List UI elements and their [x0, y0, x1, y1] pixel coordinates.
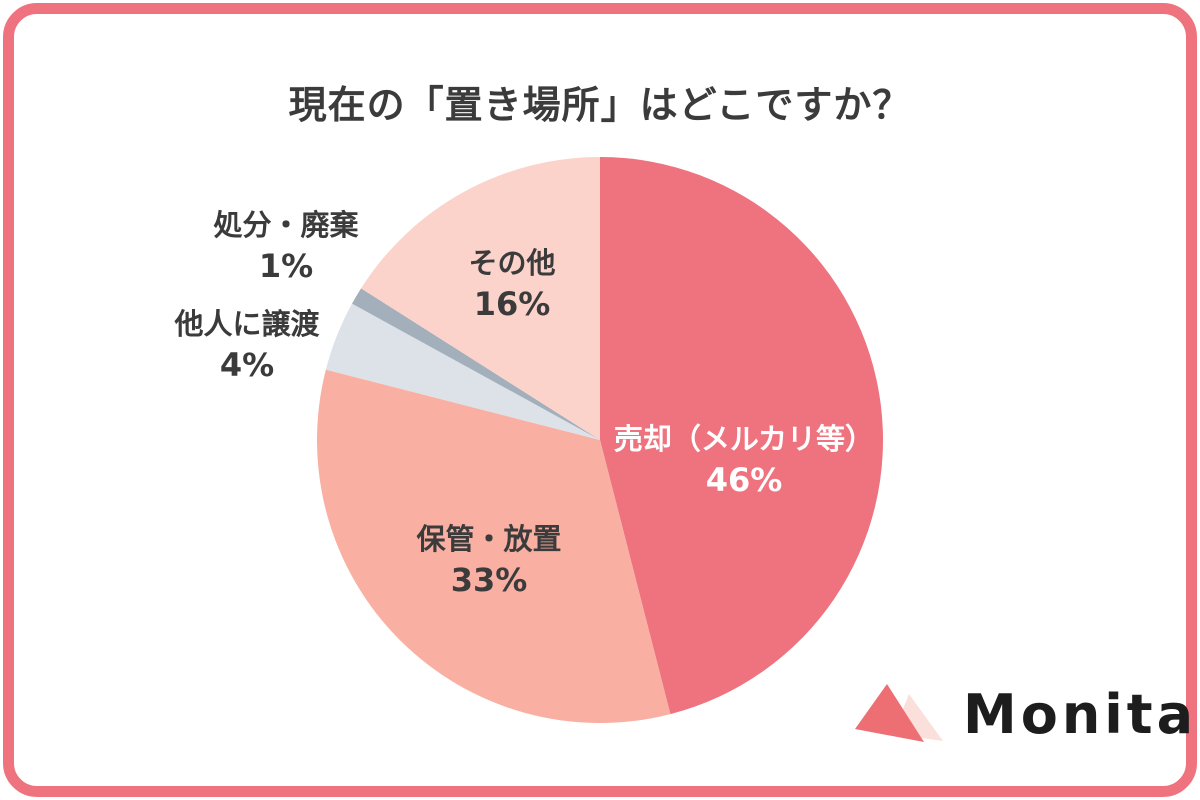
pie-slice-disposal	[352, 288, 600, 440]
brand-logo: Monita	[852, 678, 1197, 750]
pie-slice-storage	[316, 369, 671, 724]
pie-slice-transfer	[325, 303, 600, 440]
chart-title: 現在の「置き場所」はどこですか？	[288, 83, 912, 127]
brand-name: Monita	[963, 682, 1198, 746]
pie-slice-sell	[600, 157, 884, 715]
pie-slice-other	[361, 157, 600, 440]
monita-triangle-icon	[855, 684, 943, 742]
logo-triangle-main	[855, 684, 924, 742]
